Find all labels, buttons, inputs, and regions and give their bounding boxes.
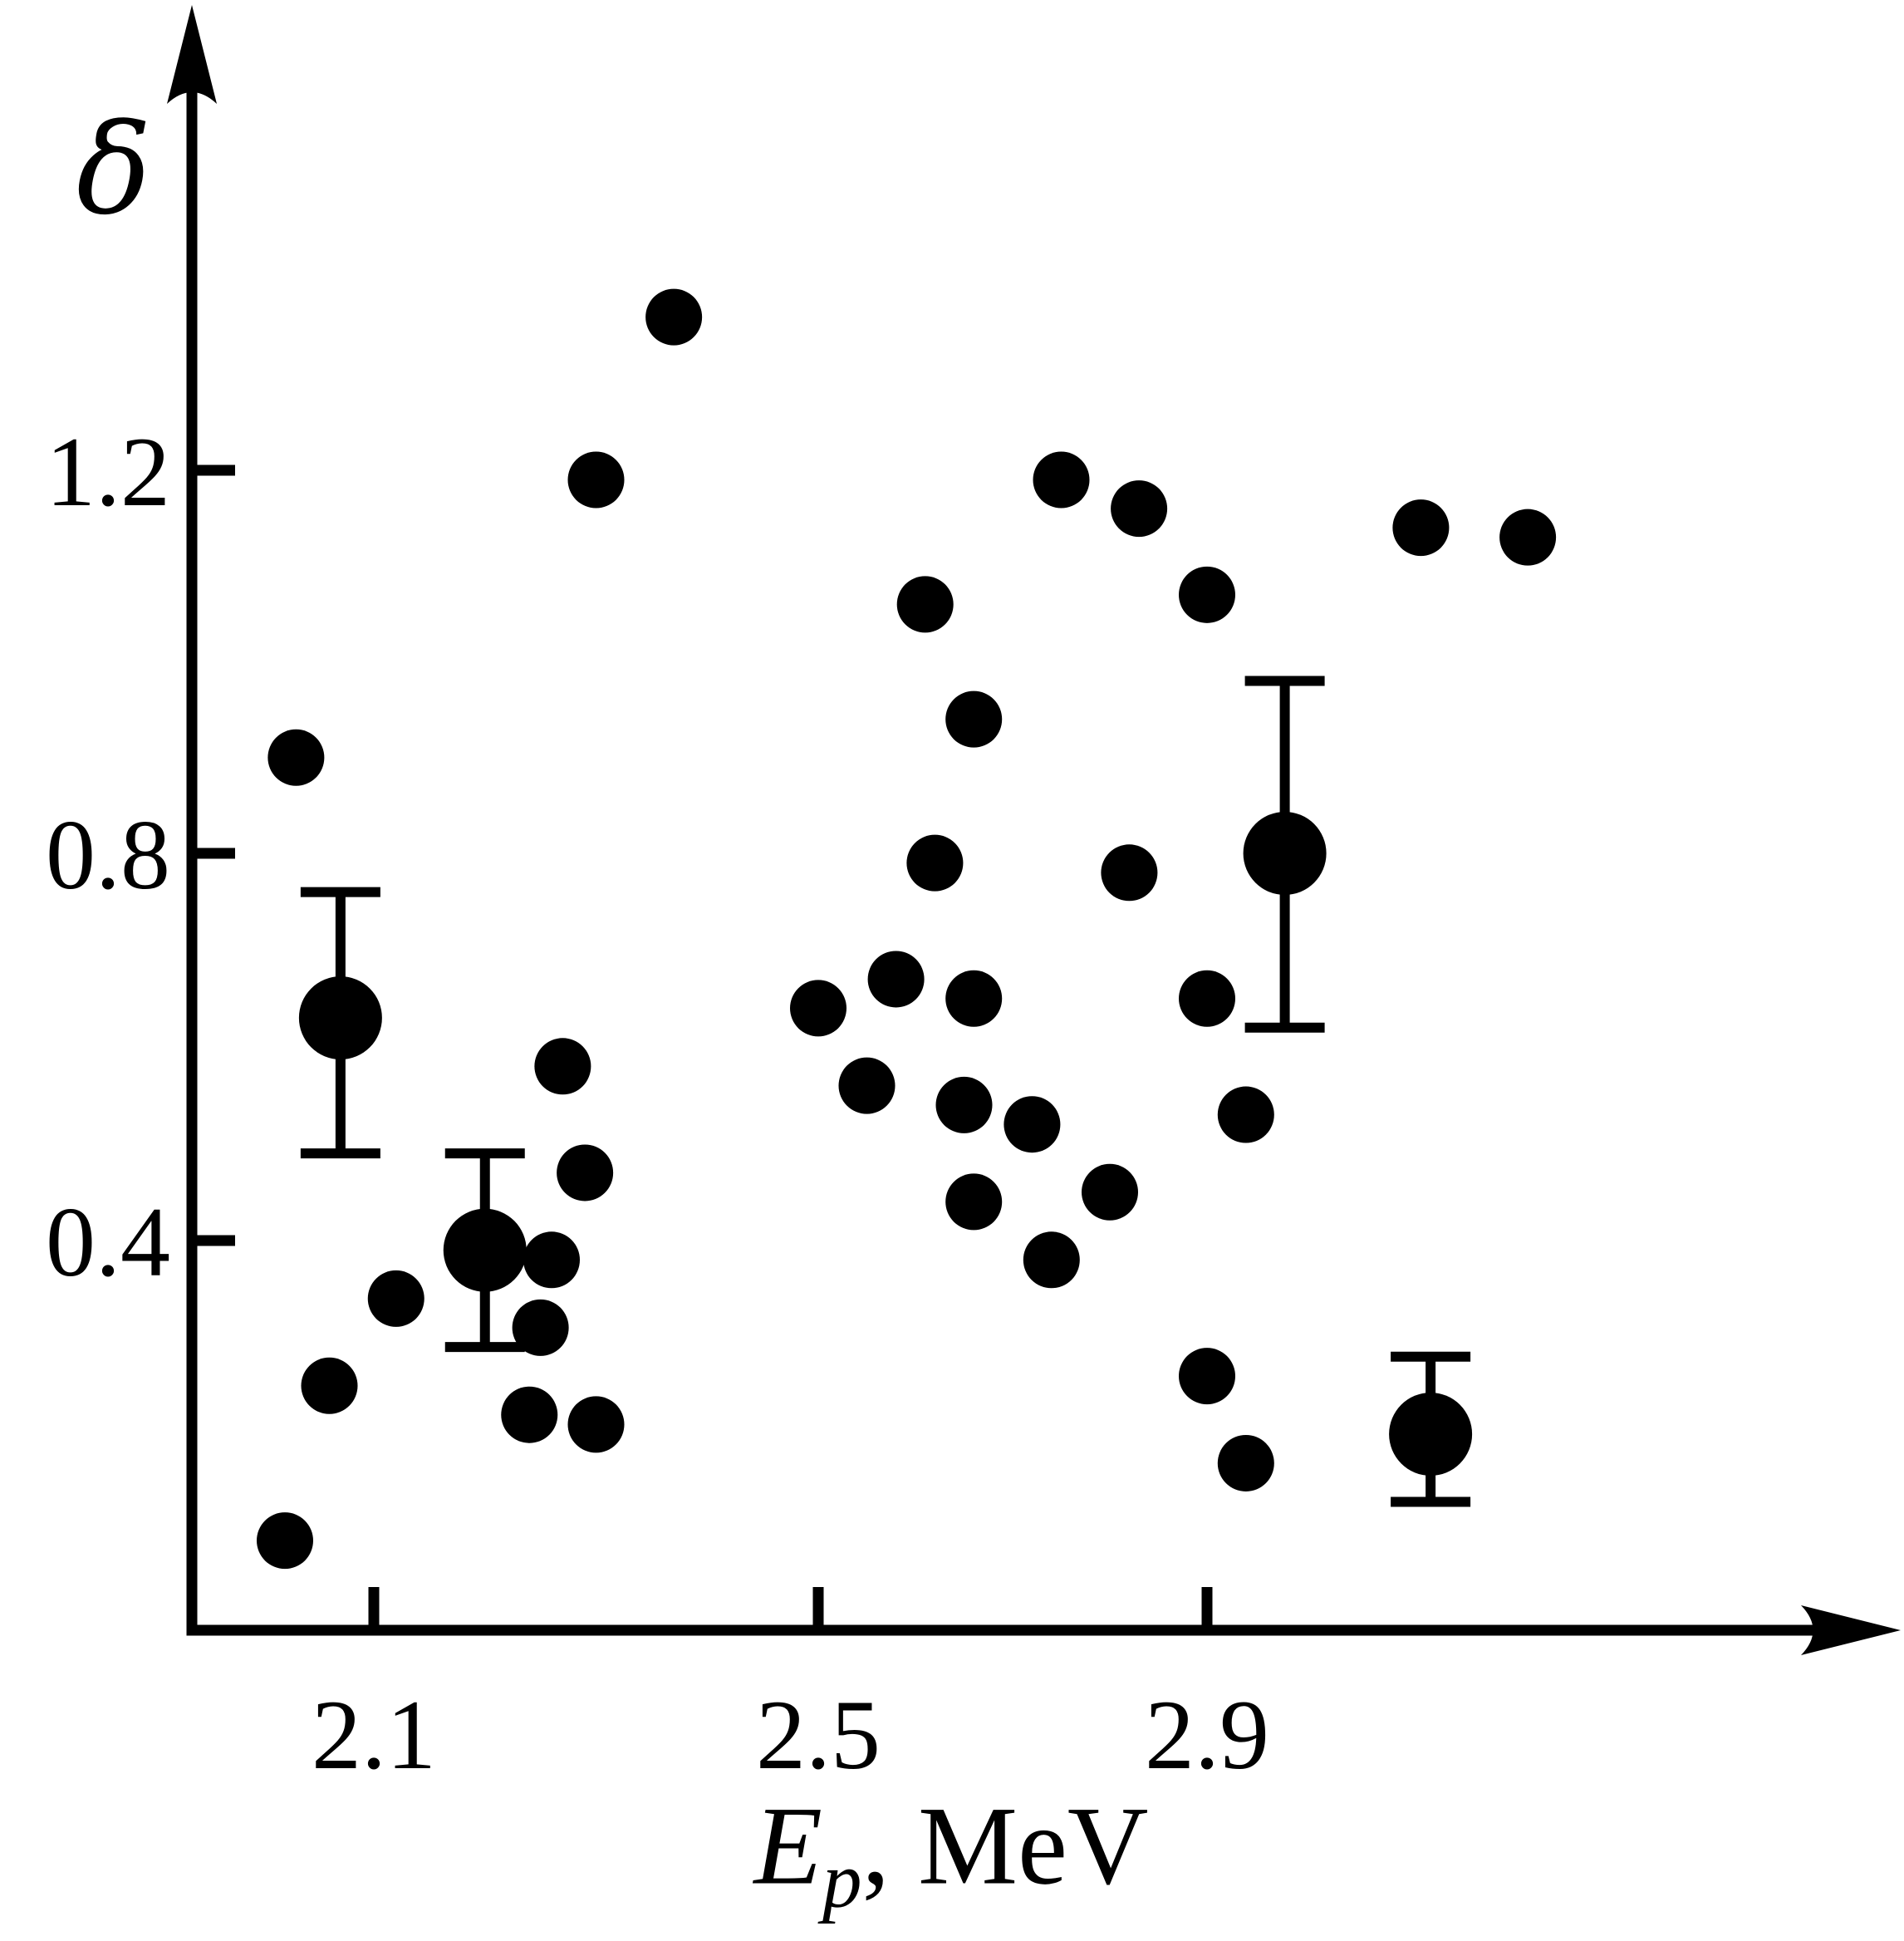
y-tick-label: 1.2 [46,416,170,527]
data-point [1179,970,1235,1027]
data-point [1023,1231,1080,1289]
data-point [945,1173,1003,1231]
data-point [906,834,964,892]
data-point [267,729,325,786]
x-axis-label-symbol: E [753,1784,823,1909]
x-axis-label-subscript: p [822,1835,862,1924]
data-point [1004,1096,1061,1153]
data-point [1179,566,1235,623]
x-axis-label: Ep, MeV [753,1782,1149,1920]
data-point [567,451,625,509]
data-point [935,1076,993,1133]
data-point [945,690,1003,748]
data-point [1101,844,1158,902]
x-axis-arrow-icon [1801,1605,1901,1655]
data-point [1179,1348,1235,1405]
data-point [1082,1163,1138,1221]
data-point-with-error [443,1208,527,1292]
data-point [501,1386,558,1443]
data-point [838,1057,896,1114]
data-point [534,1038,591,1095]
data-point-with-error [298,976,382,1060]
data-point [1217,1086,1274,1143]
data-point [1033,451,1090,509]
data-point [867,951,925,1008]
x-tick-label: 2.1 [312,1679,436,1790]
data-point [1392,499,1450,557]
data-point [567,1396,625,1453]
data-point [1111,480,1168,538]
data-point [945,970,1003,1027]
data-point-with-error [1243,812,1327,895]
x-tick-label: 2.5 [756,1679,881,1790]
data-point [790,980,846,1037]
y-tick-label: 0.8 [46,799,170,910]
x-tick-label: 2.9 [1145,1679,1269,1790]
data-point [257,1512,313,1570]
x-axis-label-unit: , MeV [861,1784,1149,1909]
data-point [645,288,703,346]
data-point [523,1231,580,1289]
data-point-with-error [1389,1393,1473,1476]
data-point [301,1357,358,1414]
data-point [512,1299,569,1356]
data-point [557,1144,614,1201]
data-point [1217,1434,1274,1491]
data-point [896,576,954,633]
y-tick-label: 0.4 [46,1187,170,1297]
data-point [367,1270,424,1327]
y-axis-arrow-icon [167,5,217,104]
data-point [1499,509,1557,566]
y-axis-label: δ [76,98,152,243]
